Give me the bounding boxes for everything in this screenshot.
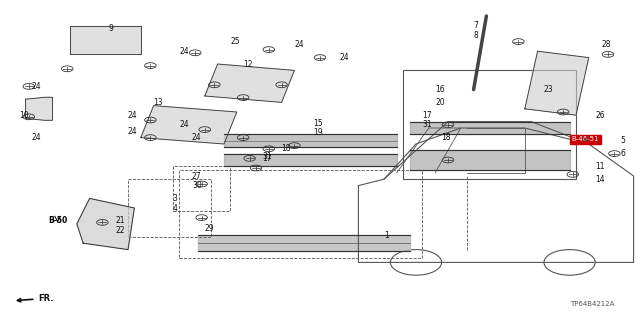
Text: 21: 21 [115,216,125,225]
Text: 24: 24 [179,47,189,56]
Polygon shape [26,97,52,120]
Text: TP64B4212A: TP64B4212A [570,301,614,307]
Text: 18: 18 [282,144,291,153]
Text: 24: 24 [294,40,304,49]
Bar [403,70,576,179]
Text: 15: 15 [314,119,323,128]
Polygon shape [70,26,141,54]
Text: 13: 13 [154,98,163,107]
Text: 20: 20 [435,98,445,107]
Bar [173,166,230,211]
Text: 14: 14 [595,175,605,184]
Text: 3: 3 [173,194,178,203]
Text: 29: 29 [205,224,214,233]
Text: 9: 9 [109,24,114,33]
Text: 23: 23 [544,85,554,94]
Polygon shape [205,64,294,102]
Text: 1: 1 [384,231,388,240]
Text: 2: 2 [576,136,580,145]
Text: 31: 31 [422,120,432,129]
Text: B-46-51: B-46-51 [572,136,599,142]
Text: 27: 27 [192,172,202,180]
Text: B-50: B-50 [48,216,67,225]
Text: 5: 5 [621,136,626,145]
Text: 10: 10 [19,111,29,120]
Text: 4: 4 [173,204,178,212]
Bar [179,170,422,258]
Text: 24: 24 [128,111,138,120]
Text: 17: 17 [262,154,272,163]
Text: FR.: FR. [17,294,54,303]
Text: 7: 7 [474,21,479,30]
Text: 24: 24 [339,53,349,62]
Polygon shape [77,198,134,250]
Text: 19: 19 [314,128,323,137]
Text: 26: 26 [595,111,605,120]
Text: 8: 8 [474,31,478,40]
Text: 24: 24 [32,82,42,91]
Polygon shape [141,106,237,144]
Text: 25: 25 [230,37,240,46]
Text: 28: 28 [602,40,611,49]
Text: 24: 24 [192,133,202,142]
Text: 24: 24 [128,127,138,136]
Polygon shape [525,51,589,115]
Text: 30: 30 [192,181,202,190]
Text: 22: 22 [115,226,125,235]
Text: 11: 11 [595,162,605,171]
Text: 17: 17 [422,111,432,120]
Text: 12: 12 [243,60,253,68]
Text: 18: 18 [442,133,451,142]
Text: 31: 31 [262,152,272,161]
Text: 24: 24 [179,120,189,129]
Text: 24: 24 [32,133,42,142]
Text: 6: 6 [621,149,626,158]
Text: 16: 16 [435,85,445,94]
Bar [128,179,211,237]
